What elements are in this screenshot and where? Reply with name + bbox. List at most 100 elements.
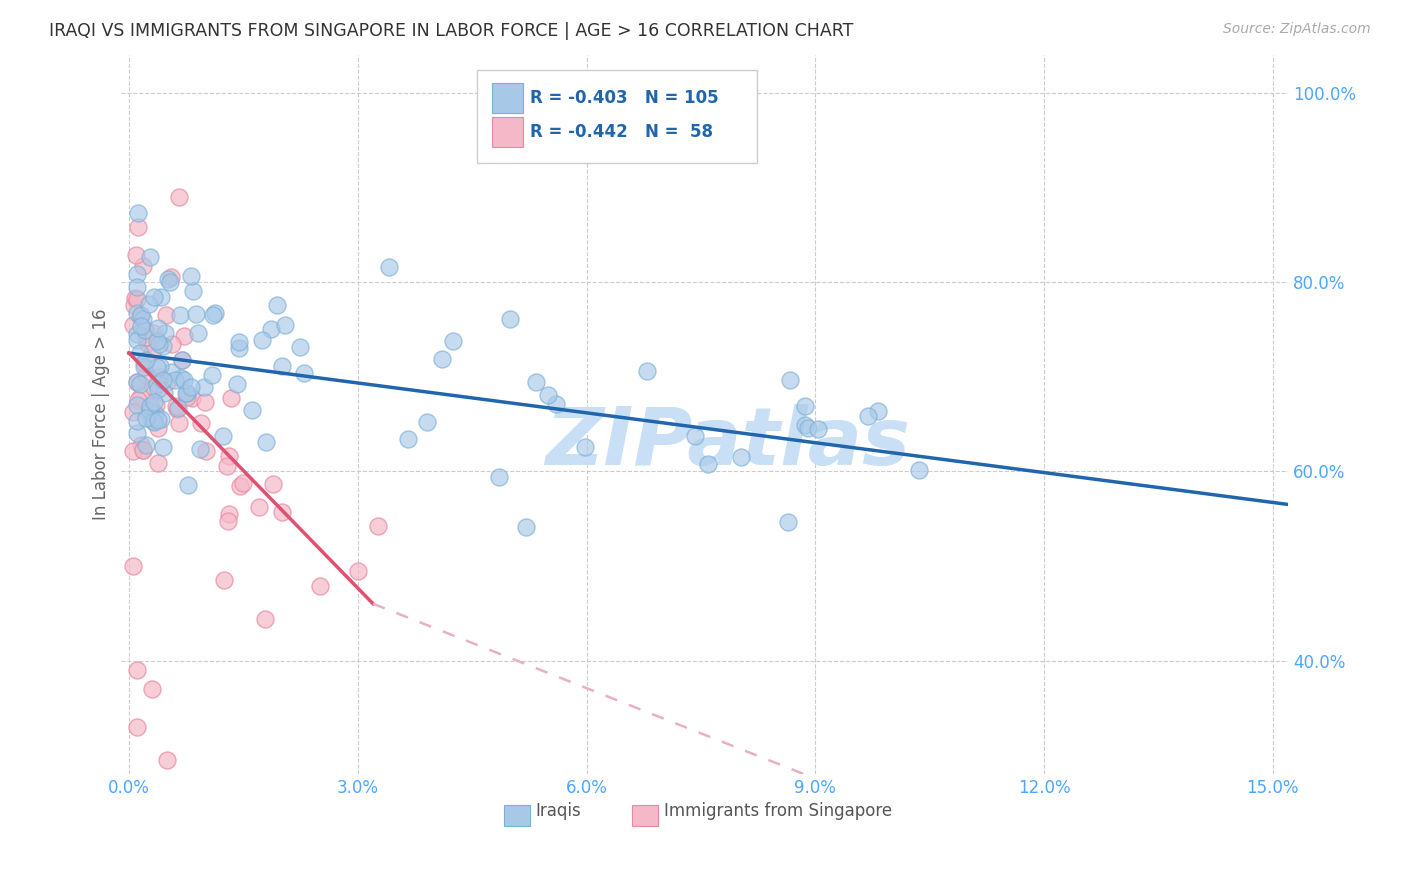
Point: [129, 345, 152, 359]
Point: [169, 190, 191, 204]
Point: [145, 376, 167, 391]
Point: [145, 407, 167, 421]
Point: [488, 470, 510, 484]
Point: [155, 326, 177, 340]
Text: Source: ZipAtlas.com: Source: ZipAtlas.com: [1223, 22, 1371, 37]
Point: [240, 402, 263, 417]
Point: [866, 404, 889, 418]
Point: [308, 579, 330, 593]
Point: [124, 291, 146, 305]
Point: [125, 414, 148, 428]
Point: [181, 284, 204, 298]
Point: [125, 720, 148, 734]
Point: [190, 416, 212, 430]
Point: [135, 438, 157, 452]
Point: [132, 311, 155, 326]
Point: [226, 376, 249, 391]
Point: [148, 337, 170, 351]
Point: [188, 442, 211, 456]
Point: [180, 379, 202, 393]
Text: Iraqis: Iraqis: [536, 802, 581, 820]
Point: [807, 422, 830, 436]
Point: [145, 334, 167, 349]
Point: [228, 334, 250, 349]
Point: [156, 271, 179, 285]
Point: [146, 360, 169, 375]
Point: [201, 368, 224, 382]
Point: [441, 334, 464, 348]
Point: [125, 663, 148, 677]
Point: [271, 359, 294, 373]
Point: [247, 500, 270, 515]
Point: [142, 381, 165, 395]
Point: [125, 375, 148, 389]
Point: [125, 267, 148, 281]
Point: [152, 373, 174, 387]
Point: [170, 371, 193, 385]
Point: [148, 370, 170, 384]
Point: [250, 334, 273, 348]
Point: [254, 435, 277, 450]
Point: [125, 327, 148, 342]
Y-axis label: In Labor Force | Age > 16: In Labor Force | Age > 16: [93, 309, 110, 520]
Point: [574, 440, 596, 454]
Point: [174, 386, 197, 401]
Point: [683, 429, 706, 443]
Point: [218, 449, 240, 463]
Point: [180, 392, 202, 406]
FancyBboxPatch shape: [492, 117, 523, 147]
Point: [156, 375, 179, 389]
Text: Immigrants from Singapore: Immigrants from Singapore: [664, 802, 891, 820]
Point: [139, 412, 162, 426]
Point: [129, 308, 152, 322]
Point: [135, 368, 157, 382]
Point: [156, 753, 179, 767]
Point: [228, 479, 250, 493]
Point: [730, 450, 752, 465]
Point: [165, 399, 187, 413]
Text: R = -0.403   N = 105: R = -0.403 N = 105: [530, 89, 718, 107]
Point: [167, 401, 190, 416]
FancyBboxPatch shape: [505, 805, 530, 826]
Point: [779, 373, 801, 387]
Point: [131, 438, 153, 452]
Point: [211, 429, 233, 443]
Point: [794, 399, 817, 413]
Point: [129, 309, 152, 323]
Point: [132, 360, 155, 375]
Point: [696, 457, 718, 471]
Point: [159, 275, 181, 289]
Point: [143, 395, 166, 409]
Point: [139, 250, 162, 264]
Point: [194, 395, 217, 409]
Point: [122, 318, 145, 332]
Point: [155, 308, 177, 322]
Point: [146, 382, 169, 396]
Point: [159, 270, 181, 285]
Point: [288, 339, 311, 353]
Point: [125, 425, 148, 440]
Point: [170, 352, 193, 367]
Point: [270, 505, 292, 519]
Text: IRAQI VS IMMIGRANTS FROM SINGAPORE IN LABOR FORCE | AGE > 16 CORRELATION CHART: IRAQI VS IMMIGRANTS FROM SINGAPORE IN LA…: [49, 22, 853, 40]
Point: [776, 515, 799, 529]
Point: [139, 399, 162, 413]
Point: [131, 442, 153, 457]
Point: [165, 373, 187, 387]
Point: [142, 415, 165, 429]
Point: [125, 398, 148, 412]
Point: [228, 341, 250, 355]
Point: [180, 269, 202, 284]
Point: [377, 260, 399, 274]
Point: [138, 297, 160, 311]
Point: [132, 443, 155, 458]
Point: [212, 573, 235, 587]
Point: [232, 476, 254, 491]
Point: [153, 385, 176, 400]
Point: [149, 411, 172, 425]
Point: [142, 326, 165, 340]
Point: [146, 421, 169, 435]
Point: [160, 337, 183, 351]
Point: [122, 404, 145, 418]
Point: [145, 398, 167, 412]
